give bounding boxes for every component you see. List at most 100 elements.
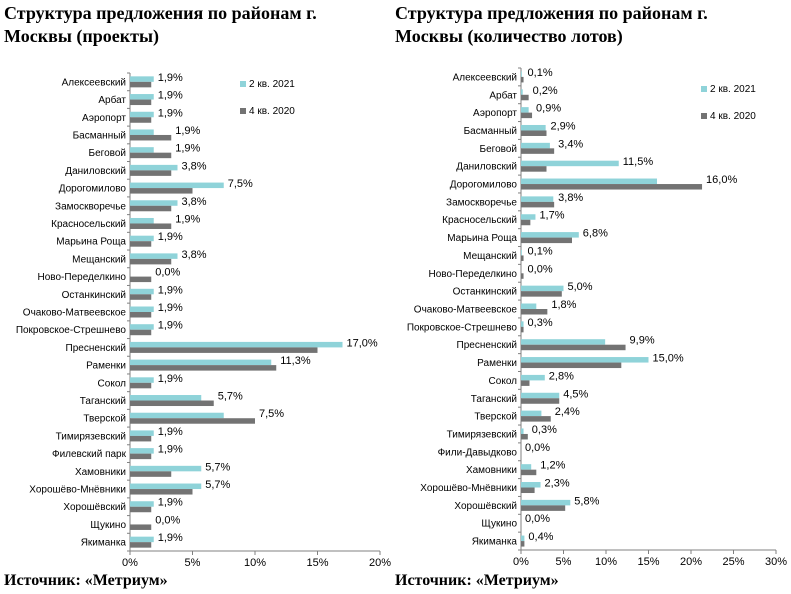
bar-series-1 xyxy=(521,124,546,131)
bar-series-1 xyxy=(521,196,554,202)
bar-series-2 xyxy=(130,99,152,106)
category-label: Щукино xyxy=(481,519,517,530)
bar-series-1 xyxy=(130,288,154,295)
bar-series-1 xyxy=(130,359,272,366)
category-label: Очаково-Матвеевское xyxy=(414,305,518,316)
source-note: Источник: «Метриум» xyxy=(395,572,559,589)
bar-series-1 xyxy=(130,377,154,383)
chart-panel-projects: Структура предложения по районам г. Моск… xyxy=(0,0,391,594)
category-label: Дорогомилово xyxy=(59,184,127,195)
data-label: 0,3% xyxy=(528,317,553,329)
data-label: 0,9% xyxy=(536,103,561,115)
data-label: 9,9% xyxy=(630,335,655,347)
x-tick-label: 20% xyxy=(369,557,391,569)
bar-series-1 xyxy=(521,410,542,417)
category-label: Ново-Переделкино xyxy=(38,272,127,283)
bar-series-1 xyxy=(130,111,154,118)
bar-series-2 xyxy=(130,506,152,513)
data-label: 5,0% xyxy=(568,281,593,293)
bar-series-2 xyxy=(521,433,528,440)
bar-series-1 xyxy=(521,464,532,470)
category-label: Покровское-Стрешнево xyxy=(16,325,127,336)
data-label: 5,7% xyxy=(218,391,243,403)
data-label: 2,3% xyxy=(545,478,570,490)
category-label: Очаково-Матвеевское xyxy=(23,308,127,319)
bar-series-1 xyxy=(130,76,154,82)
bar-series-1 xyxy=(521,321,524,327)
bar-series-2 xyxy=(521,487,535,494)
bar-series-2 xyxy=(521,148,555,154)
data-label: 0,3% xyxy=(532,424,557,436)
category-label: Ново-Переделкино xyxy=(429,269,518,280)
data-label: 1,9% xyxy=(158,302,183,314)
category-label: Хамовники xyxy=(466,465,517,476)
bar-series-1 xyxy=(130,465,202,472)
category-label: Покровское-Стрешнево xyxy=(407,322,518,333)
data-label: 0,0% xyxy=(155,514,180,526)
bar-series-1 xyxy=(521,392,560,399)
category-label: Останкинский xyxy=(62,290,126,301)
bar-series-2 xyxy=(130,241,152,247)
bar-series-2 xyxy=(130,276,152,283)
bar-series-2 xyxy=(130,347,318,353)
x-tick-label: 0% xyxy=(122,557,138,569)
bar-series-2 xyxy=(521,130,547,136)
category-label: Мещанский xyxy=(72,254,126,265)
legend-label: 4 кв. 2020 xyxy=(249,106,295,117)
bar-series-1 xyxy=(521,232,579,238)
data-label: 3,8% xyxy=(182,249,207,261)
bar-series-2 xyxy=(521,505,566,511)
category-label: Арбат xyxy=(489,89,517,101)
bar-series-1 xyxy=(521,499,571,506)
data-label: 0,2% xyxy=(533,85,558,97)
bar-series-2 xyxy=(130,170,172,176)
data-label: 0,0% xyxy=(525,442,550,454)
bar-chart-projects: Алексеевский 1,9% Арбат 1,9% Аэропорт 1,9% Бас… xyxy=(16,72,391,569)
bar-series-2 xyxy=(521,237,572,244)
category-label: Замоскворечье xyxy=(446,197,517,208)
data-label: 1,9% xyxy=(158,72,183,84)
data-label: 1,9% xyxy=(158,231,183,243)
bar-series-2 xyxy=(521,398,560,404)
category-label: Даниловский xyxy=(456,162,517,173)
bar-series-2 xyxy=(521,219,531,226)
bar-series-2 xyxy=(130,471,172,477)
bar-series-2 xyxy=(521,166,547,172)
bar-series-1 xyxy=(130,448,154,454)
category-label: Хорошёвский xyxy=(454,501,517,512)
bar-series-1 xyxy=(130,94,154,100)
x-tick-label: 15% xyxy=(637,556,659,568)
bar-series-1 xyxy=(521,357,649,363)
bar-series-1 xyxy=(521,482,541,488)
bar-series-2 xyxy=(130,542,152,548)
bar-series-1 xyxy=(130,306,154,312)
bar-series-2 xyxy=(521,362,622,369)
bar-series-2 xyxy=(130,294,152,300)
bar-series-2 xyxy=(130,312,152,318)
data-label: 1,9% xyxy=(158,426,183,438)
category-label: Тимирязевский xyxy=(56,431,126,442)
bar-series-1 xyxy=(521,107,529,113)
x-tick-label: 5% xyxy=(556,556,572,568)
bar-series-1 xyxy=(521,142,550,149)
bar-series-2 xyxy=(521,344,626,351)
bar-series-2 xyxy=(130,117,152,123)
chart-panel-lots: Структура предложения по районам г. Моск… xyxy=(391,0,791,594)
bar-series-2 xyxy=(521,291,562,297)
bar-series-1 xyxy=(130,217,154,224)
category-label: Филевский парк xyxy=(52,449,127,460)
bar-series-1 xyxy=(521,303,537,309)
bar-series-2 xyxy=(521,326,524,333)
bar-series-2 xyxy=(521,76,524,83)
legend-label: 4 кв. 2020 xyxy=(710,111,756,122)
x-tick-label: 5% xyxy=(185,557,201,569)
bar-series-2 xyxy=(130,400,214,407)
bar-series-2 xyxy=(130,489,193,495)
bar-series-2 xyxy=(130,453,152,460)
data-label: 1,9% xyxy=(175,125,200,137)
x-tick-label: 30% xyxy=(765,556,787,568)
category-label: Тимирязевский xyxy=(447,429,517,440)
bar-series-1 xyxy=(521,71,522,77)
category-label: Марьина Роща xyxy=(56,237,126,248)
data-label: 3,8% xyxy=(182,160,207,172)
